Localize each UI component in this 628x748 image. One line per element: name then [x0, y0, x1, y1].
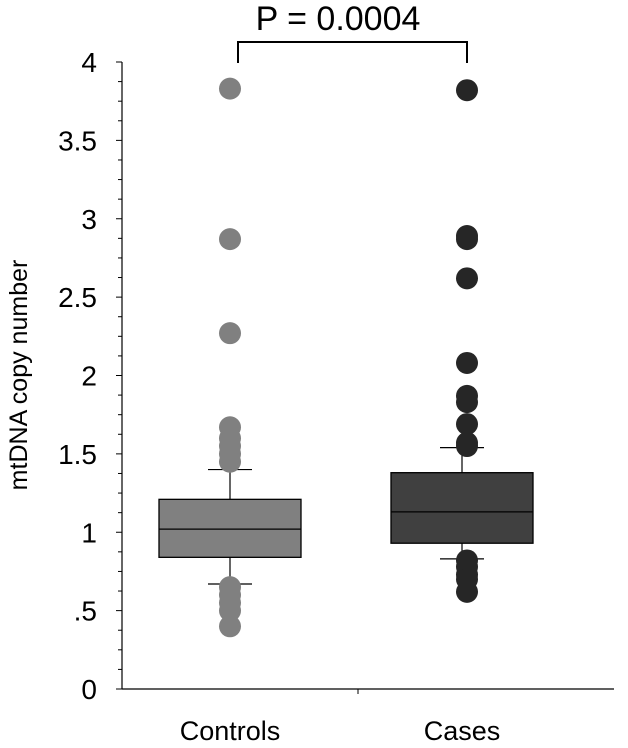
- outlier-point: [456, 391, 478, 414]
- outlier-point: [456, 79, 478, 102]
- y-tick-label: 2: [81, 361, 97, 392]
- outlier-point: [456, 267, 478, 290]
- y-tick-label: 3.5: [58, 125, 97, 156]
- y-tick-label: .5: [74, 596, 97, 627]
- y-tick-label: 2.5: [58, 282, 97, 313]
- y-tick-label: 1.5: [58, 439, 97, 470]
- outlier-point: [219, 228, 241, 251]
- marks: [158, 77, 534, 638]
- y-axis-label: mtDNA copy number: [5, 260, 33, 491]
- y-tick-label: 0: [81, 674, 97, 705]
- axes: 0 .5 1 1.5 2 2.5 3 3.5 4 Controls Cases: [58, 47, 614, 746]
- outlier-point: [219, 77, 241, 100]
- outlier-point: [456, 580, 478, 603]
- x-tick-label: Controls: [180, 716, 281, 743]
- outlier-point: [219, 322, 241, 345]
- outlier-point: [456, 351, 478, 374]
- outlier-point: [456, 228, 478, 251]
- x-tick-label: Cases: [424, 716, 501, 743]
- outlier-point: [219, 615, 241, 638]
- p-value-annotation: P = 0.0004: [256, 0, 421, 38]
- y-tick-label: 4: [81, 47, 97, 78]
- y-tick-label: 1: [81, 517, 97, 548]
- significance-bracket: [237, 41, 468, 63]
- outlier-point: [219, 450, 241, 473]
- iqr-box: [158, 498, 302, 558]
- y-tick-label: 3: [81, 204, 97, 235]
- outlier-point: [219, 599, 241, 622]
- iqr-box: [390, 472, 534, 544]
- outlier-point: [456, 435, 478, 458]
- outlier-point: [456, 413, 478, 436]
